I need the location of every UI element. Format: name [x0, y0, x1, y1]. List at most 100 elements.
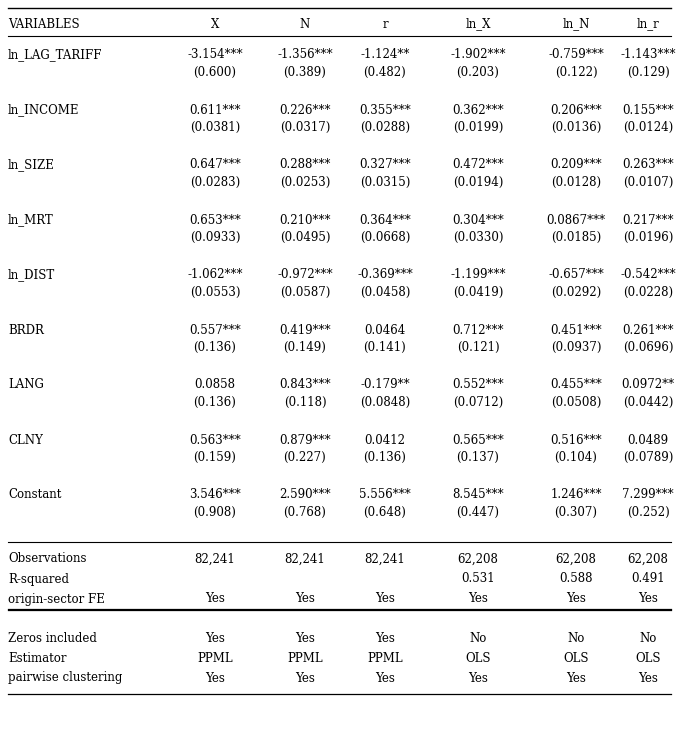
Text: r: r	[382, 18, 388, 31]
Text: 0.210***: 0.210***	[279, 213, 331, 227]
Text: 82,241: 82,241	[365, 553, 405, 566]
Text: 0.588: 0.588	[559, 572, 593, 586]
Text: PPML: PPML	[367, 651, 403, 664]
Text: Yes: Yes	[205, 672, 225, 684]
Text: 62,208: 62,208	[627, 553, 668, 566]
Text: -0.542***: -0.542***	[620, 268, 676, 281]
Text: (0.768): (0.768)	[284, 506, 327, 518]
Text: 0.491: 0.491	[631, 572, 665, 586]
Text: 0.455***: 0.455***	[550, 379, 602, 392]
Text: No: No	[469, 632, 487, 645]
Text: (0.0508): (0.0508)	[551, 395, 601, 409]
Text: (0.136): (0.136)	[363, 450, 407, 463]
Text: Yes: Yes	[566, 593, 586, 605]
Text: (0.0553): (0.0553)	[189, 286, 240, 298]
Text: -1.356***: -1.356***	[277, 48, 333, 61]
Text: (0.0317): (0.0317)	[280, 121, 330, 134]
Text: (0.0789): (0.0789)	[623, 450, 673, 463]
Text: N: N	[300, 18, 310, 31]
Text: (0.389): (0.389)	[284, 66, 327, 78]
Text: 5.556***: 5.556***	[359, 488, 411, 501]
Text: (0.307): (0.307)	[555, 506, 598, 518]
Text: 62,208: 62,208	[458, 553, 498, 566]
Text: (0.129): (0.129)	[627, 66, 669, 78]
Text: (0.137): (0.137)	[456, 450, 500, 463]
Text: (0.0124): (0.0124)	[623, 121, 673, 134]
Text: VARIABLES: VARIABLES	[8, 18, 79, 31]
Text: (0.0419): (0.0419)	[453, 286, 503, 298]
Text: 0.653***: 0.653***	[189, 213, 241, 227]
Text: BRDR: BRDR	[8, 324, 44, 336]
Text: 0.364***: 0.364***	[359, 213, 411, 227]
Text: -0.972***: -0.972***	[277, 268, 333, 281]
Text: (0.0292): (0.0292)	[551, 286, 601, 298]
Text: (0.0668): (0.0668)	[360, 230, 410, 243]
Text: 0.206***: 0.206***	[550, 104, 602, 116]
Text: No: No	[640, 632, 657, 645]
Text: 0.0972**: 0.0972**	[621, 379, 674, 392]
Text: (0.227): (0.227)	[284, 450, 327, 463]
Text: (0.0194): (0.0194)	[453, 175, 503, 189]
Text: 0.261***: 0.261***	[622, 324, 674, 336]
Text: pairwise clustering: pairwise clustering	[8, 672, 122, 684]
Text: (0.136): (0.136)	[194, 341, 236, 354]
Text: (0.482): (0.482)	[364, 66, 406, 78]
Text: Yes: Yes	[638, 672, 658, 684]
Text: (0.0283): (0.0283)	[190, 175, 240, 189]
Text: ln_SIZE: ln_SIZE	[8, 159, 55, 172]
Text: (0.0253): (0.0253)	[280, 175, 330, 189]
Text: 0.327***: 0.327***	[359, 159, 411, 172]
Text: 0.209***: 0.209***	[550, 159, 602, 172]
Text: 7.299***: 7.299***	[622, 488, 674, 501]
Text: Constant: Constant	[8, 488, 61, 501]
Text: origin-sector FE: origin-sector FE	[8, 593, 105, 605]
Text: ln_MRT: ln_MRT	[8, 213, 54, 227]
Text: (0.0458): (0.0458)	[360, 286, 410, 298]
Text: (0.0288): (0.0288)	[360, 121, 410, 134]
Text: (0.600): (0.600)	[194, 66, 236, 78]
Text: CLNY: CLNY	[8, 433, 43, 447]
Text: 8.545***: 8.545***	[452, 488, 504, 501]
Text: (0.0107): (0.0107)	[623, 175, 673, 189]
Text: Yes: Yes	[566, 672, 586, 684]
Text: 1.246***: 1.246***	[550, 488, 602, 501]
Text: -0.179**: -0.179**	[360, 379, 410, 392]
Text: (0.0136): (0.0136)	[551, 121, 601, 134]
Text: 0.516***: 0.516***	[550, 433, 602, 447]
Text: ln_N: ln_N	[562, 18, 589, 31]
Text: Yes: Yes	[375, 632, 395, 645]
Text: 0.879***: 0.879***	[279, 433, 331, 447]
Text: Yes: Yes	[638, 593, 658, 605]
Text: Observations: Observations	[8, 553, 86, 566]
Text: Yes: Yes	[295, 632, 315, 645]
Text: 0.355***: 0.355***	[359, 104, 411, 116]
Text: (0.0185): (0.0185)	[551, 230, 601, 243]
Text: PPML: PPML	[287, 651, 323, 664]
Text: (0.203): (0.203)	[456, 66, 500, 78]
Text: 0.531: 0.531	[461, 572, 495, 586]
Text: OLS: OLS	[465, 651, 491, 664]
Text: Estimator: Estimator	[8, 651, 67, 664]
Text: 82,241: 82,241	[195, 553, 236, 566]
Text: Yes: Yes	[468, 672, 488, 684]
Text: (0.121): (0.121)	[457, 341, 499, 354]
Text: (0.908): (0.908)	[194, 506, 236, 518]
Text: ln_X: ln_X	[465, 18, 491, 31]
Text: (0.0495): (0.0495)	[280, 230, 330, 243]
Text: 2.590***: 2.590***	[279, 488, 331, 501]
Text: ln_INCOME: ln_INCOME	[8, 104, 79, 116]
Text: 0.419***: 0.419***	[279, 324, 331, 336]
Text: 0.304***: 0.304***	[452, 213, 504, 227]
Text: 0.557***: 0.557***	[189, 324, 241, 336]
Text: (0.0933): (0.0933)	[189, 230, 240, 243]
Text: 0.565***: 0.565***	[452, 433, 504, 447]
Text: Yes: Yes	[375, 672, 395, 684]
Text: (0.252): (0.252)	[627, 506, 669, 518]
Text: 0.563***: 0.563***	[189, 433, 241, 447]
Text: 0.472***: 0.472***	[452, 159, 504, 172]
Text: 0.217***: 0.217***	[622, 213, 674, 227]
Text: (0.0442): (0.0442)	[623, 395, 673, 409]
Text: (0.0712): (0.0712)	[453, 395, 503, 409]
Text: (0.0381): (0.0381)	[190, 121, 240, 134]
Text: (0.0128): (0.0128)	[551, 175, 601, 189]
